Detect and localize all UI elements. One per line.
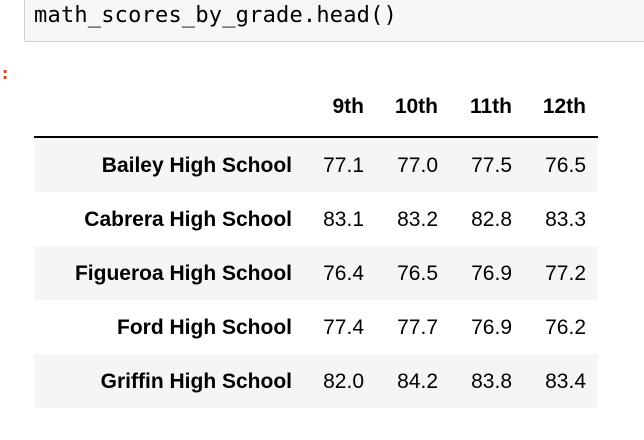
table-cell: 77.2 [545, 262, 586, 285]
table-row: Bailey High School 77.1 77.0 77.5 76.5 [34, 138, 598, 192]
table-cell: 77.5 [471, 154, 512, 177]
row-label: Ford High School [117, 316, 292, 339]
table-cell: 83.1 [323, 208, 364, 231]
table-cell: 76.4 [323, 262, 364, 285]
table-cell: 83.3 [545, 208, 586, 231]
code-text[interactable]: math_scores_by_grade.head() [34, 3, 398, 28]
table-row: Ford High School 77.4 77.7 76.9 76.2 [34, 300, 598, 354]
table-row: Griffin High School 82.0 84.2 83.8 83.4 [34, 354, 598, 408]
table-row: Cabrera High School 83.1 83.2 82.8 83.3 [34, 192, 598, 246]
column-header-9th: 9th [332, 95, 365, 118]
code-input-cell[interactable]: math_scores_by_grade.head() [24, 0, 644, 42]
table-cell: 77.0 [397, 154, 438, 177]
table-cell: 83.8 [471, 370, 512, 393]
table-cell: 77.7 [397, 316, 438, 339]
table-header: 9th 10th 11th 12th [34, 84, 598, 138]
column-header-12th: 12th [542, 95, 586, 118]
table-cell: 76.5 [397, 262, 438, 285]
table-cell: 84.2 [397, 370, 438, 393]
table-cell: 82.8 [471, 208, 512, 231]
table-cell: 76.5 [545, 154, 586, 177]
output-prompt: : [0, 64, 11, 84]
table-cell: 77.1 [323, 154, 364, 177]
table-row: Figueroa High School 76.4 76.5 76.9 77.2 [34, 246, 598, 300]
column-header-10th: 10th [394, 95, 438, 118]
row-label: Bailey High School [101, 154, 292, 177]
table-cell: 76.9 [471, 262, 512, 285]
row-label: Cabrera High School [84, 208, 292, 231]
row-label: Griffin High School [100, 370, 292, 393]
dataframe-output: 9th 10th 11th 12th Bailey High School 77… [34, 84, 598, 408]
table-cell: 77.4 [323, 316, 364, 339]
table-cell: 76.9 [471, 316, 512, 339]
table-cell: 82.0 [323, 370, 364, 393]
table-cell: 83.2 [397, 208, 438, 231]
row-label: Figueroa High School [74, 262, 292, 285]
table-cell: 83.4 [545, 370, 586, 393]
table-cell: 76.2 [545, 316, 586, 339]
column-header-11th: 11th [469, 95, 512, 118]
